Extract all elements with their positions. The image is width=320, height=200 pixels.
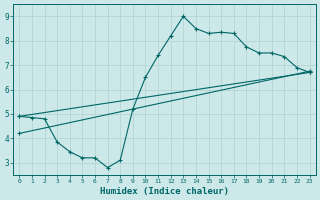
X-axis label: Humidex (Indice chaleur): Humidex (Indice chaleur): [100, 187, 229, 196]
